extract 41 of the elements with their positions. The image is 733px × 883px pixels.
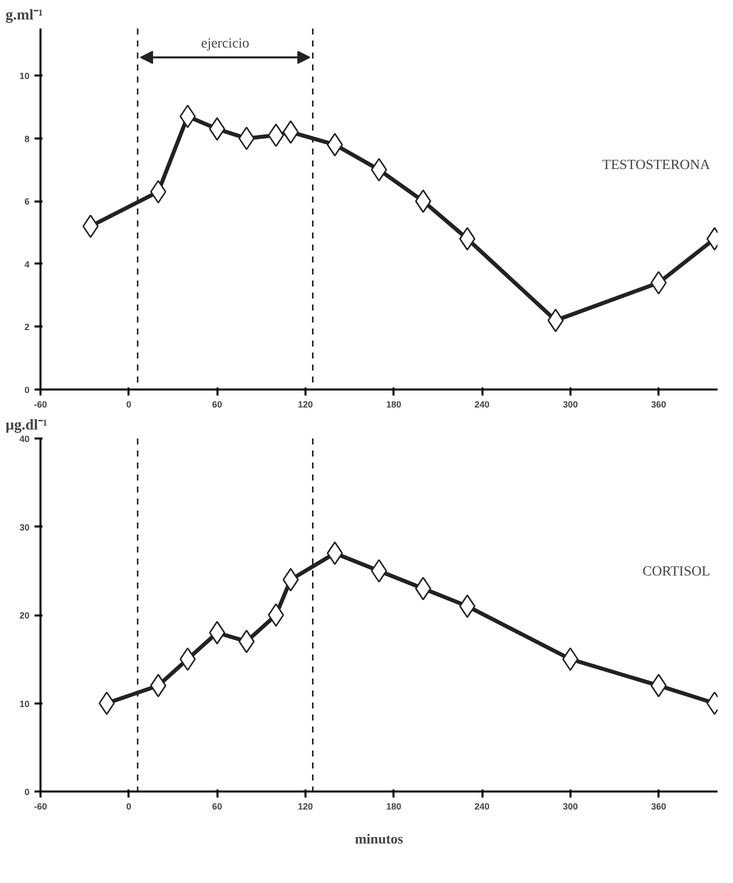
point [238,630,255,654]
y-tick-label: 6 [24,196,30,207]
y-tick-label: 10 [19,698,30,709]
point [268,123,284,147]
point [370,158,388,182]
y-axis-title: g.ml⁻¹ [6,8,43,24]
y-tick-label: 20 [19,610,30,620]
x-tick-label: 300 [562,802,578,812]
y-tick-label: 2 [24,322,30,332]
x-tick-label: 180 [386,802,402,812]
y-tick-label: 30 [19,522,30,532]
y-tick-label: 10 [19,71,30,82]
x-tick-label: 60 [212,802,222,812]
y-axis-title: µg.dl⁻¹ [6,418,48,434]
x-tick-label: 180 [386,400,402,410]
x-axis-title: minutos [354,832,404,848]
x-tick-label: 360 [651,802,666,812]
point [98,692,115,715]
y-tick-label: 4 [24,259,30,270]
x-tick-label: 60 [212,400,222,410]
y-tick-label: 0 [24,787,30,797]
point [82,214,99,238]
x-tick-label: 360 [651,400,666,410]
y-tick-label: 0 [24,385,30,395]
x-tick-label: 300 [562,400,578,410]
text: TESTOSTERONA [602,158,712,173]
point [370,559,388,583]
x-tick-label: 120 [298,400,313,410]
x-tick-label: 240 [474,400,490,410]
x-tick-label: -60 [34,802,48,812]
point [268,603,284,627]
x-tick-label: 0 [126,400,132,410]
x-tick-label: 0 [126,802,132,812]
x-tick-label: 240 [474,802,490,812]
text: CORTISOL [642,564,710,580]
y-tick-label: 40 [19,434,30,444]
x-tick-label: -60 [34,400,48,410]
x-tick-label: 120 [298,802,313,812]
annotation: ejercicio [201,36,250,52]
y-tick-label: 8 [24,134,30,144]
point [238,126,255,150]
